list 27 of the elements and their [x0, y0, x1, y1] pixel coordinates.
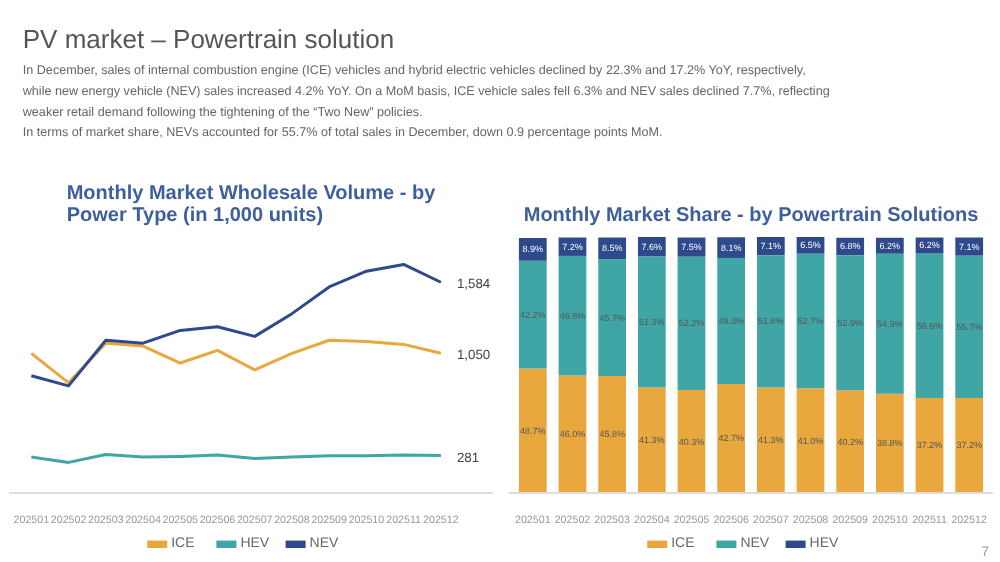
text: PV market – Powertrain solution	[22, 23, 395, 54]
bar	[677, 390, 706, 493]
bar	[598, 259, 627, 376]
bar	[796, 253, 825, 389]
bar	[915, 397, 944, 493]
bar	[875, 393, 904, 493]
bar	[518, 368, 547, 493]
bar	[955, 397, 984, 493]
bar	[756, 387, 785, 493]
bar	[677, 256, 706, 391]
bar	[875, 253, 904, 394]
bar	[836, 255, 865, 391]
bar	[637, 256, 666, 388]
bar	[756, 255, 785, 388]
bar	[637, 387, 666, 493]
bar	[717, 383, 746, 493]
bar	[915, 253, 944, 398]
bar	[558, 375, 587, 493]
bar	[796, 388, 825, 493]
bar	[955, 255, 984, 398]
bar	[558, 255, 587, 376]
bar	[518, 260, 547, 369]
bar	[717, 257, 746, 384]
bar	[836, 390, 865, 493]
bar	[598, 375, 627, 493]
chart-title: Monthly Market Wholesale Volume - by Power Type (in 1,000 units)	[66, 183, 437, 227]
chart-title: Monthly Market Share - by Powertrain Solutions	[523, 205, 980, 227]
